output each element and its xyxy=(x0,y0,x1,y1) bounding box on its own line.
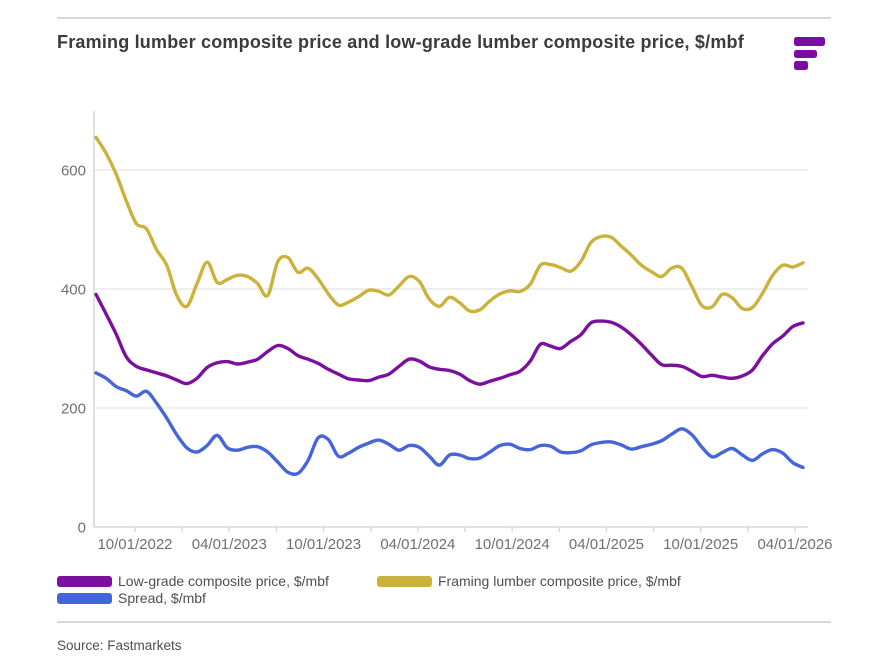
line-spread xyxy=(94,371,805,477)
legend-item-spread: Spread, $/mbf xyxy=(57,590,206,606)
legend-swatch-low-grade xyxy=(57,575,112,587)
line-framing xyxy=(94,135,805,314)
chart-legend: Low-grade composite price, $/mbf Framing… xyxy=(57,573,831,606)
svg-text:04/01/2023: 04/01/2023 xyxy=(192,536,267,553)
svg-text:10/01/2024: 10/01/2024 xyxy=(475,536,550,553)
source-text: Source: Fastmarkets xyxy=(57,638,182,653)
legend-label-low-grade: Low-grade composite price, $/mbf xyxy=(118,573,329,589)
top-divider xyxy=(57,17,831,19)
svg-text:10/01/2025: 10/01/2025 xyxy=(663,536,738,553)
svg-text:200: 200 xyxy=(61,400,86,417)
chart-title: Framing lumber composite price and low-g… xyxy=(57,32,744,52)
fastmarkets-logo xyxy=(794,37,828,70)
legend-item-low-grade: Low-grade composite price, $/mbf xyxy=(57,573,377,589)
svg-text:04/01/2026: 04/01/2026 xyxy=(757,536,832,553)
svg-text:04/01/2024: 04/01/2024 xyxy=(380,536,455,553)
logo-bar-middle xyxy=(794,50,817,58)
legend-label-spread: Spread, $/mbf xyxy=(118,590,206,606)
header: Framing lumber composite price and low-g… xyxy=(0,0,871,96)
lumber-price-line-chart: 0 200 400 600 10/01/2022 04/01/2023 10/01/2023… xyxy=(61,111,833,553)
legend-swatch-spread xyxy=(57,592,112,604)
svg-text:600: 600 xyxy=(61,162,86,179)
legend-row-1: Low-grade composite price, $/mbf Framing… xyxy=(57,573,831,589)
svg-text:10/01/2022: 10/01/2022 xyxy=(97,536,172,553)
line-low-grade xyxy=(94,292,805,386)
legend-label-framing: Framing lumber composite price, $/mbf xyxy=(438,573,681,589)
svg-text:10/01/2023: 10/01/2023 xyxy=(286,536,361,553)
bottom-divider xyxy=(57,621,831,623)
svg-text:04/01/2025: 04/01/2025 xyxy=(569,536,644,553)
legend-swatch-framing xyxy=(377,575,432,587)
svg-text:400: 400 xyxy=(61,281,86,298)
logo-bar-bottom xyxy=(794,61,808,70)
svg-text:0: 0 xyxy=(78,519,86,536)
legend-item-framing: Framing lumber composite price, $/mbf xyxy=(377,573,681,589)
logo-bar-top xyxy=(794,37,825,46)
legend-row-2: Spread, $/mbf xyxy=(57,590,831,606)
